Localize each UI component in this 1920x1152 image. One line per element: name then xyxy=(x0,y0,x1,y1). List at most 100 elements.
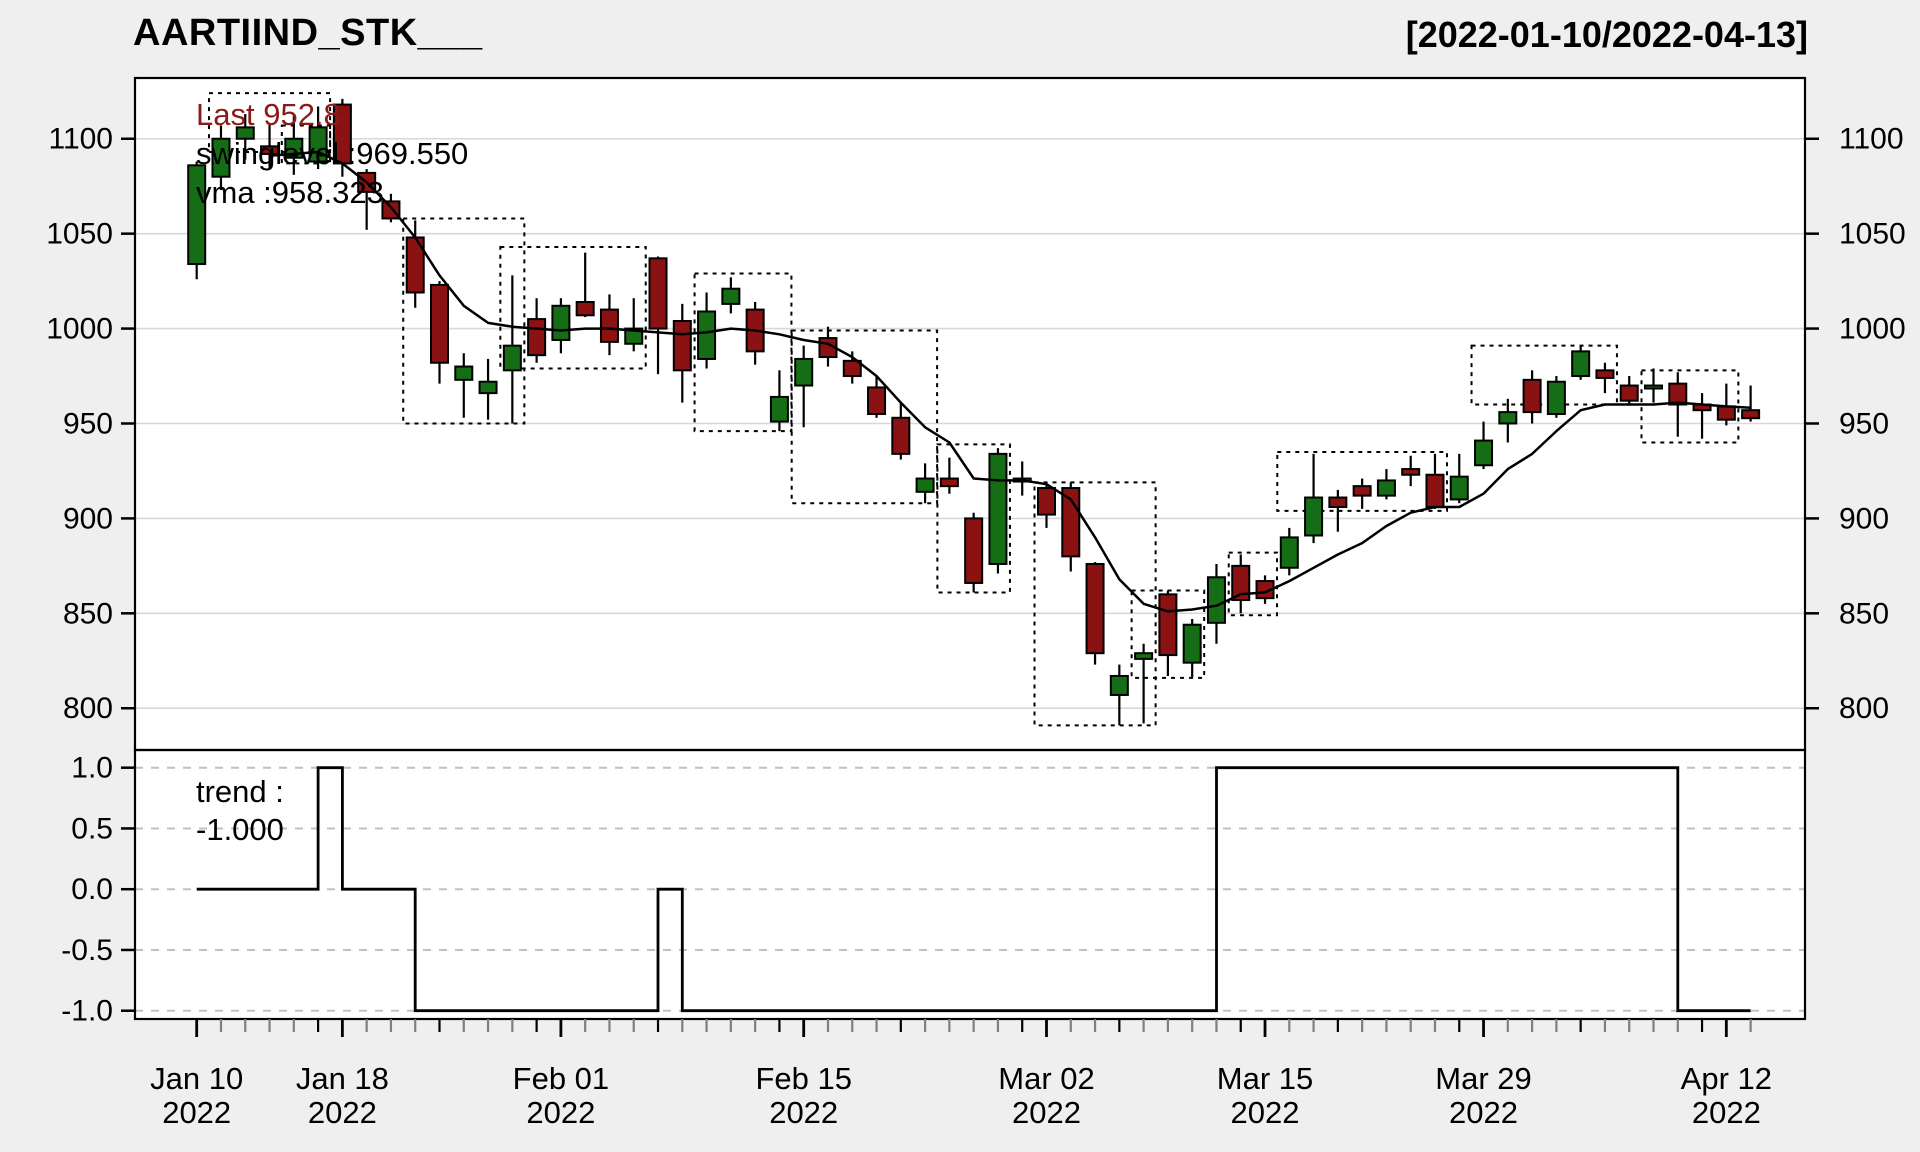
candle-body xyxy=(697,310,717,360)
trend-axis-label: -1.0 xyxy=(61,995,113,1028)
y-axis-label-left: 1100 xyxy=(48,123,113,156)
candle xyxy=(1401,455,1421,487)
swing-box xyxy=(936,443,1011,594)
candle-body xyxy=(1206,576,1226,624)
candle-body xyxy=(211,137,231,178)
swing-box xyxy=(1640,369,1740,444)
candle-body xyxy=(1109,674,1129,696)
chart-date-range: [2022-01-10/2022-04-13] xyxy=(1405,14,1808,55)
date-tick-label: Jan 10 xyxy=(150,1061,243,1096)
candle-body xyxy=(794,357,814,387)
candle-body xyxy=(1425,473,1445,509)
candle xyxy=(1474,421,1494,470)
candle-body xyxy=(1474,439,1494,467)
candle xyxy=(867,376,887,418)
chart-title: AARTIIND_STK___ xyxy=(133,12,483,54)
candle xyxy=(1182,619,1202,678)
vma-label: vma :958.323 xyxy=(196,175,384,210)
candle xyxy=(260,123,280,170)
candle xyxy=(430,281,449,384)
candle xyxy=(1522,370,1542,424)
candle xyxy=(1352,478,1372,509)
candle-body xyxy=(599,308,619,343)
candle xyxy=(454,353,474,418)
candle xyxy=(769,370,789,432)
candle-body xyxy=(1231,564,1251,602)
candle-body xyxy=(1158,593,1178,657)
candle-body xyxy=(1522,378,1542,414)
swing-box xyxy=(1033,481,1157,727)
main-panel xyxy=(135,78,1805,750)
swing-box xyxy=(1470,344,1618,406)
candle-body xyxy=(915,477,935,493)
candle-body xyxy=(1182,623,1202,664)
candle-body xyxy=(1279,536,1299,569)
candle-body xyxy=(988,452,1008,565)
candle xyxy=(187,161,207,280)
candle xyxy=(1668,372,1688,437)
y-axis-label-right: 850 xyxy=(1839,597,1889,630)
candle xyxy=(794,345,814,428)
last-price-label: Last 952.8 xyxy=(196,97,341,132)
y-axis-label-left: 850 xyxy=(63,597,113,630)
date-tick-year: 2022 xyxy=(526,1095,595,1130)
y-axis: 1100 1100 1050 1050 1000 1000 950 950 900 900 850 8… xyxy=(46,123,1906,725)
y-axis-label-left: 1050 xyxy=(46,218,113,251)
candle-body xyxy=(721,287,741,305)
candle xyxy=(891,402,911,460)
y-axis-label-right: 800 xyxy=(1839,692,1889,725)
candle-body xyxy=(454,365,474,381)
candle-body xyxy=(1571,350,1591,378)
candle-body xyxy=(1619,384,1639,402)
candle xyxy=(478,358,498,420)
date-tick-label: Feb 15 xyxy=(755,1061,852,1096)
candle xyxy=(1328,489,1348,532)
candle xyxy=(915,463,935,504)
date-tick-label: Mar 29 xyxy=(1435,1061,1531,1096)
date-tick-year: 2022 xyxy=(1449,1095,1518,1130)
candle xyxy=(575,252,595,318)
candle-body xyxy=(939,477,959,488)
candle xyxy=(1644,368,1663,403)
swinglevel-label: swinglevel :969.550 xyxy=(196,136,469,171)
y-axis-label-right: 1050 xyxy=(1839,218,1906,251)
candle-body xyxy=(624,327,644,345)
candle-body xyxy=(430,283,449,364)
candle xyxy=(1741,385,1761,422)
candle-body xyxy=(1716,405,1736,421)
candle xyxy=(551,298,571,354)
candle-body xyxy=(527,318,547,357)
date-tick-year: 2022 xyxy=(1692,1095,1761,1130)
candle xyxy=(1134,643,1154,724)
candle xyxy=(1546,376,1566,418)
candle-body xyxy=(1037,487,1056,516)
candle xyxy=(1595,362,1615,394)
candle-body xyxy=(1352,485,1372,497)
swing-box xyxy=(1227,551,1279,617)
candle-body xyxy=(648,257,668,330)
candle xyxy=(1498,398,1518,443)
candle-body xyxy=(1401,468,1421,476)
candle xyxy=(1109,664,1129,726)
candle-body xyxy=(1546,380,1566,416)
candle-body xyxy=(187,164,207,266)
candle xyxy=(624,298,644,352)
candle xyxy=(211,125,231,190)
candles-group xyxy=(187,98,1761,726)
swing-box xyxy=(790,329,939,505)
candle xyxy=(1571,345,1591,380)
candle xyxy=(1231,554,1251,614)
date-tick-year: 2022 xyxy=(1012,1095,1081,1130)
date-tick-year: 2022 xyxy=(769,1095,838,1130)
candle-body xyxy=(672,319,692,372)
candle-body xyxy=(235,126,255,140)
candle-body xyxy=(502,344,522,372)
candle-body xyxy=(1376,479,1396,497)
candle xyxy=(648,256,668,375)
candle-body xyxy=(1498,411,1518,425)
candle-body xyxy=(260,145,280,155)
date-tick-year: 2022 xyxy=(308,1095,377,1130)
candle xyxy=(1376,469,1396,500)
